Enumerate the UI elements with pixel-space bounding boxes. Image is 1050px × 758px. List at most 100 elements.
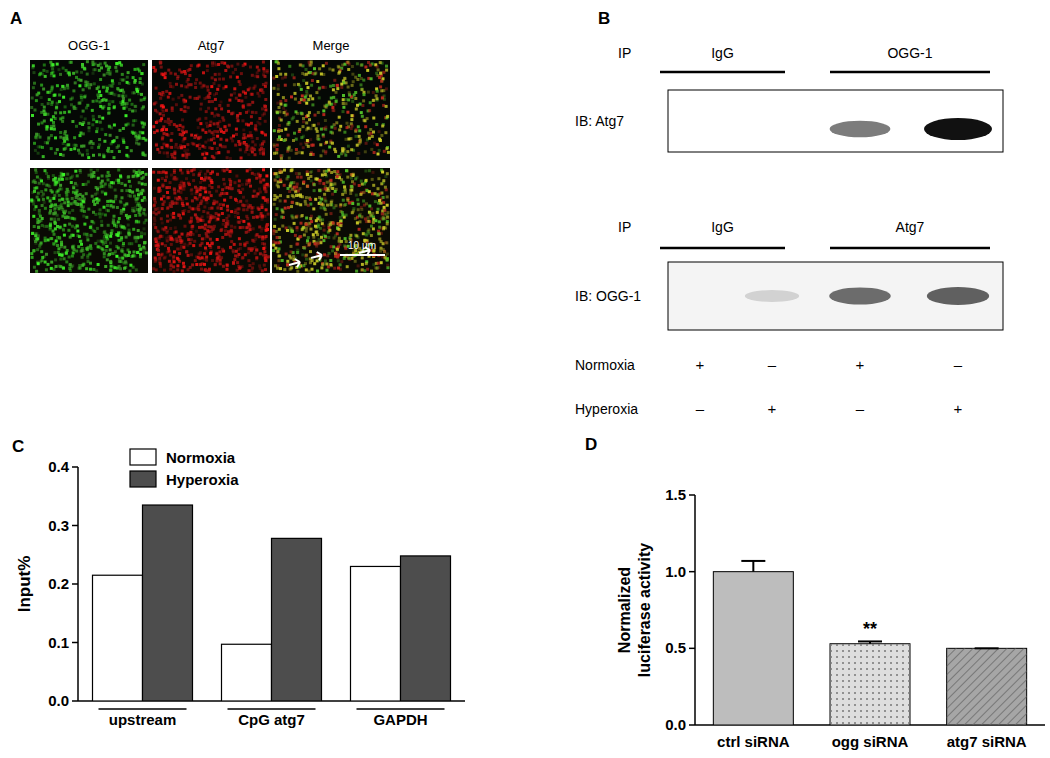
speckle bbox=[118, 94, 121, 97]
speckle bbox=[111, 82, 114, 85]
speckle bbox=[242, 105, 245, 108]
speckle bbox=[216, 122, 219, 125]
speckle bbox=[145, 251, 148, 254]
speckle bbox=[39, 72, 42, 75]
speckle bbox=[57, 205, 60, 208]
speckle bbox=[36, 176, 39, 179]
speckle bbox=[186, 143, 189, 146]
speckle bbox=[276, 144, 279, 147]
speckle bbox=[242, 106, 245, 109]
speckle bbox=[279, 100, 282, 103]
speckle bbox=[207, 139, 210, 142]
speckle bbox=[109, 248, 112, 251]
speckle bbox=[137, 174, 140, 177]
speckle bbox=[59, 131, 62, 134]
speckle bbox=[108, 111, 111, 114]
speckle bbox=[101, 117, 104, 120]
speckle bbox=[30, 252, 33, 255]
speckle bbox=[116, 87, 119, 90]
speckle bbox=[61, 198, 64, 201]
speckle bbox=[279, 73, 282, 76]
speckle bbox=[185, 130, 188, 133]
speckle bbox=[44, 237, 47, 240]
speckle bbox=[123, 204, 126, 207]
speckle bbox=[342, 94, 345, 97]
speckle bbox=[252, 195, 255, 198]
speckle bbox=[78, 152, 81, 155]
speckle bbox=[225, 139, 228, 142]
speckle bbox=[128, 229, 131, 232]
speckle bbox=[235, 97, 238, 100]
speckle bbox=[295, 148, 298, 151]
speckle bbox=[103, 255, 106, 258]
speckle bbox=[92, 118, 95, 121]
speckle bbox=[198, 95, 201, 98]
speckle bbox=[86, 149, 89, 152]
speckle bbox=[281, 77, 284, 80]
speckle bbox=[54, 258, 57, 261]
speckle bbox=[82, 110, 85, 113]
speckle bbox=[145, 173, 148, 176]
speckle bbox=[280, 119, 283, 122]
speckle bbox=[59, 111, 62, 114]
speckle bbox=[33, 142, 36, 145]
speckle bbox=[228, 124, 231, 127]
speckle bbox=[278, 124, 281, 127]
speckle bbox=[316, 137, 319, 140]
speckle bbox=[81, 249, 84, 252]
speckle bbox=[82, 249, 85, 252]
speckle bbox=[183, 100, 186, 103]
speckle bbox=[337, 65, 340, 68]
speckle bbox=[95, 120, 98, 123]
speckle bbox=[284, 99, 287, 102]
speckle bbox=[80, 250, 83, 253]
speckle bbox=[222, 87, 225, 90]
speckle bbox=[263, 70, 266, 73]
speckle bbox=[309, 95, 312, 98]
speckle bbox=[277, 67, 280, 70]
speckle bbox=[346, 126, 349, 129]
speckle bbox=[214, 73, 217, 76]
speckle bbox=[54, 207, 57, 210]
speckle bbox=[378, 138, 381, 141]
speckle bbox=[87, 260, 90, 263]
speckle bbox=[107, 178, 110, 181]
speckle bbox=[245, 111, 248, 114]
speckle bbox=[280, 103, 283, 106]
speckle bbox=[54, 111, 57, 114]
speckle bbox=[202, 71, 205, 74]
speckle bbox=[43, 120, 46, 123]
speckle bbox=[118, 239, 121, 242]
speckle bbox=[107, 254, 110, 257]
speckle bbox=[310, 127, 313, 130]
speckle bbox=[284, 84, 287, 87]
speckle bbox=[170, 132, 173, 135]
speckle bbox=[246, 145, 249, 148]
speckle bbox=[260, 89, 263, 92]
speckle bbox=[301, 72, 304, 75]
speckle bbox=[324, 119, 327, 122]
speckle bbox=[353, 93, 356, 96]
speckle bbox=[64, 147, 67, 150]
speckle bbox=[339, 125, 342, 128]
speckle bbox=[333, 103, 336, 106]
speckle bbox=[50, 127, 53, 130]
speckle bbox=[139, 131, 142, 134]
speckle bbox=[79, 171, 82, 174]
speckle bbox=[311, 97, 314, 100]
speckle bbox=[36, 248, 39, 251]
speckle bbox=[212, 156, 215, 159]
speckle bbox=[129, 270, 132, 273]
speckle bbox=[264, 108, 267, 111]
speckle bbox=[302, 79, 305, 82]
speckle bbox=[32, 64, 35, 67]
speckle bbox=[167, 121, 170, 124]
speckle bbox=[54, 183, 57, 186]
speckle bbox=[241, 119, 244, 122]
speckle bbox=[62, 142, 65, 145]
speckle bbox=[375, 123, 378, 126]
speckle bbox=[331, 106, 334, 109]
speckle bbox=[58, 178, 61, 181]
speckle bbox=[115, 255, 118, 258]
speckle bbox=[239, 148, 242, 151]
